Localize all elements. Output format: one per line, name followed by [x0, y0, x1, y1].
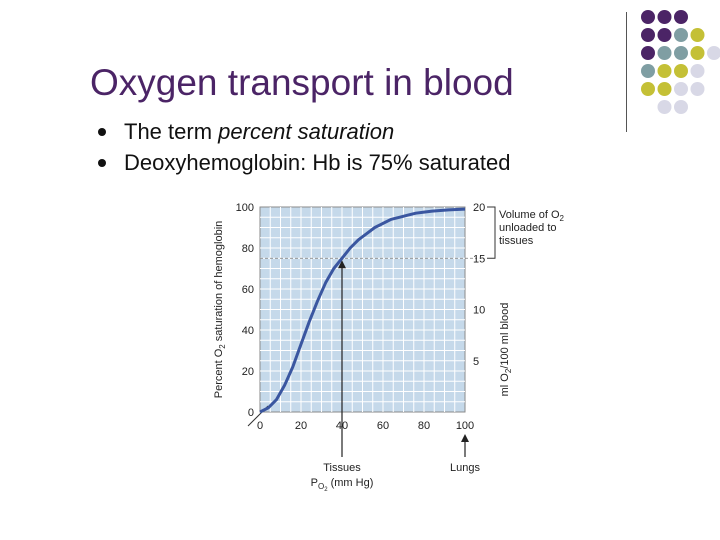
bullet-item: The term percent saturation [98, 116, 510, 147]
bracket-label: Volume of O2 unloaded to tissues [499, 209, 565, 247]
bracket-label-text: Volume of O [499, 209, 560, 221]
decor-dot [690, 64, 705, 78]
y-tick-label: 80 [242, 243, 254, 255]
y-tick-label: 40 [242, 325, 254, 337]
y2-tick-label: 20 [473, 202, 485, 214]
x-axis-label: PO2 (mm Hg) [311, 477, 374, 493]
x-tick-label: 100 [456, 420, 474, 432]
tissues-arrow-head-icon [338, 260, 346, 269]
bullet-text: Deoxyhemoglobin: Hb is 75% saturated [124, 150, 511, 175]
decor-dot [641, 28, 655, 42]
y2-axis-label-sub: 2 [504, 368, 513, 373]
decor-dot [657, 100, 672, 114]
decorative-dot-grid [641, 10, 720, 114]
y-axis-label-sub: 2 [218, 344, 227, 349]
x-axis-label-text: (mm Hg) [328, 477, 374, 489]
bullet-list: The term percent saturation Deoxyhemoglob… [98, 116, 510, 178]
decor-dot [674, 64, 688, 78]
decor-dot [674, 28, 688, 42]
y-tick-label: 20 [242, 366, 254, 378]
bracket-label-sub: 2 [560, 214, 565, 223]
bracket-line [487, 206, 496, 259]
decor-dot [641, 10, 655, 24]
slide-title: Oxygen transport in blood [90, 62, 514, 103]
bullet-item: Deoxyhemoglobin: Hb is 75% saturated [98, 147, 510, 178]
saturation-curve [259, 207, 466, 414]
decor-dot [657, 28, 672, 42]
y-tick-label: 0 [248, 407, 254, 419]
decor-dot [641, 46, 655, 60]
decor-dot [657, 10, 672, 24]
x-tick-label: 80 [418, 420, 430, 432]
y-tick-label: 100 [236, 202, 254, 214]
divider-line [626, 12, 627, 132]
x-axis-label-text: P [311, 477, 318, 489]
decor-dot [674, 82, 688, 96]
y2-tick-label: 15 [473, 253, 485, 265]
y2-axis-label-text: ml O [499, 373, 511, 397]
bracket-label-text: tissues [499, 235, 534, 247]
y2-axis-label-text: /100 ml blood [499, 303, 511, 369]
decor-dot [674, 10, 688, 24]
x-tick-label: 60 [377, 420, 389, 432]
bullet-text: percent saturation [218, 119, 395, 144]
y2-tick-label: 5 [473, 356, 479, 368]
y-tick-label: 60 [242, 284, 254, 296]
y2-tick-label: 10 [473, 305, 485, 317]
bullet-dot-icon [98, 128, 106, 136]
decor-dot [641, 82, 655, 96]
bracket-label-text: unloaded to [499, 222, 557, 234]
lungs-label: Lungs [450, 462, 480, 474]
decor-dot [674, 100, 688, 114]
lungs-arrow-head-icon [461, 434, 469, 442]
y-axis-label-text: saturation of hemoglobin [213, 221, 225, 345]
decor-dot [657, 46, 672, 60]
decor-dot [657, 82, 672, 96]
decor-dot [641, 64, 655, 78]
decor-dot [690, 28, 705, 42]
decor-dot [707, 46, 720, 60]
decor-dot [657, 64, 672, 78]
decor-dot [690, 82, 705, 96]
x-axis-label-sub: O [318, 482, 324, 491]
bullet-dot-icon [98, 159, 106, 167]
x-axis-label-subsub: 2 [324, 487, 328, 493]
y-axis-label: Percent O2 saturation of hemoglobin [213, 221, 227, 399]
decor-dot [674, 46, 688, 60]
tissues-label: Tissues [323, 462, 361, 474]
x-tick-label: 0 [257, 420, 263, 432]
decor-dot [690, 46, 705, 60]
y2-axis-label: ml O2/100 ml blood [499, 303, 513, 397]
bullet-text: The term [124, 119, 219, 144]
y-axis-label-text: Percent O [213, 348, 225, 398]
x-tick-label: 20 [295, 420, 307, 432]
